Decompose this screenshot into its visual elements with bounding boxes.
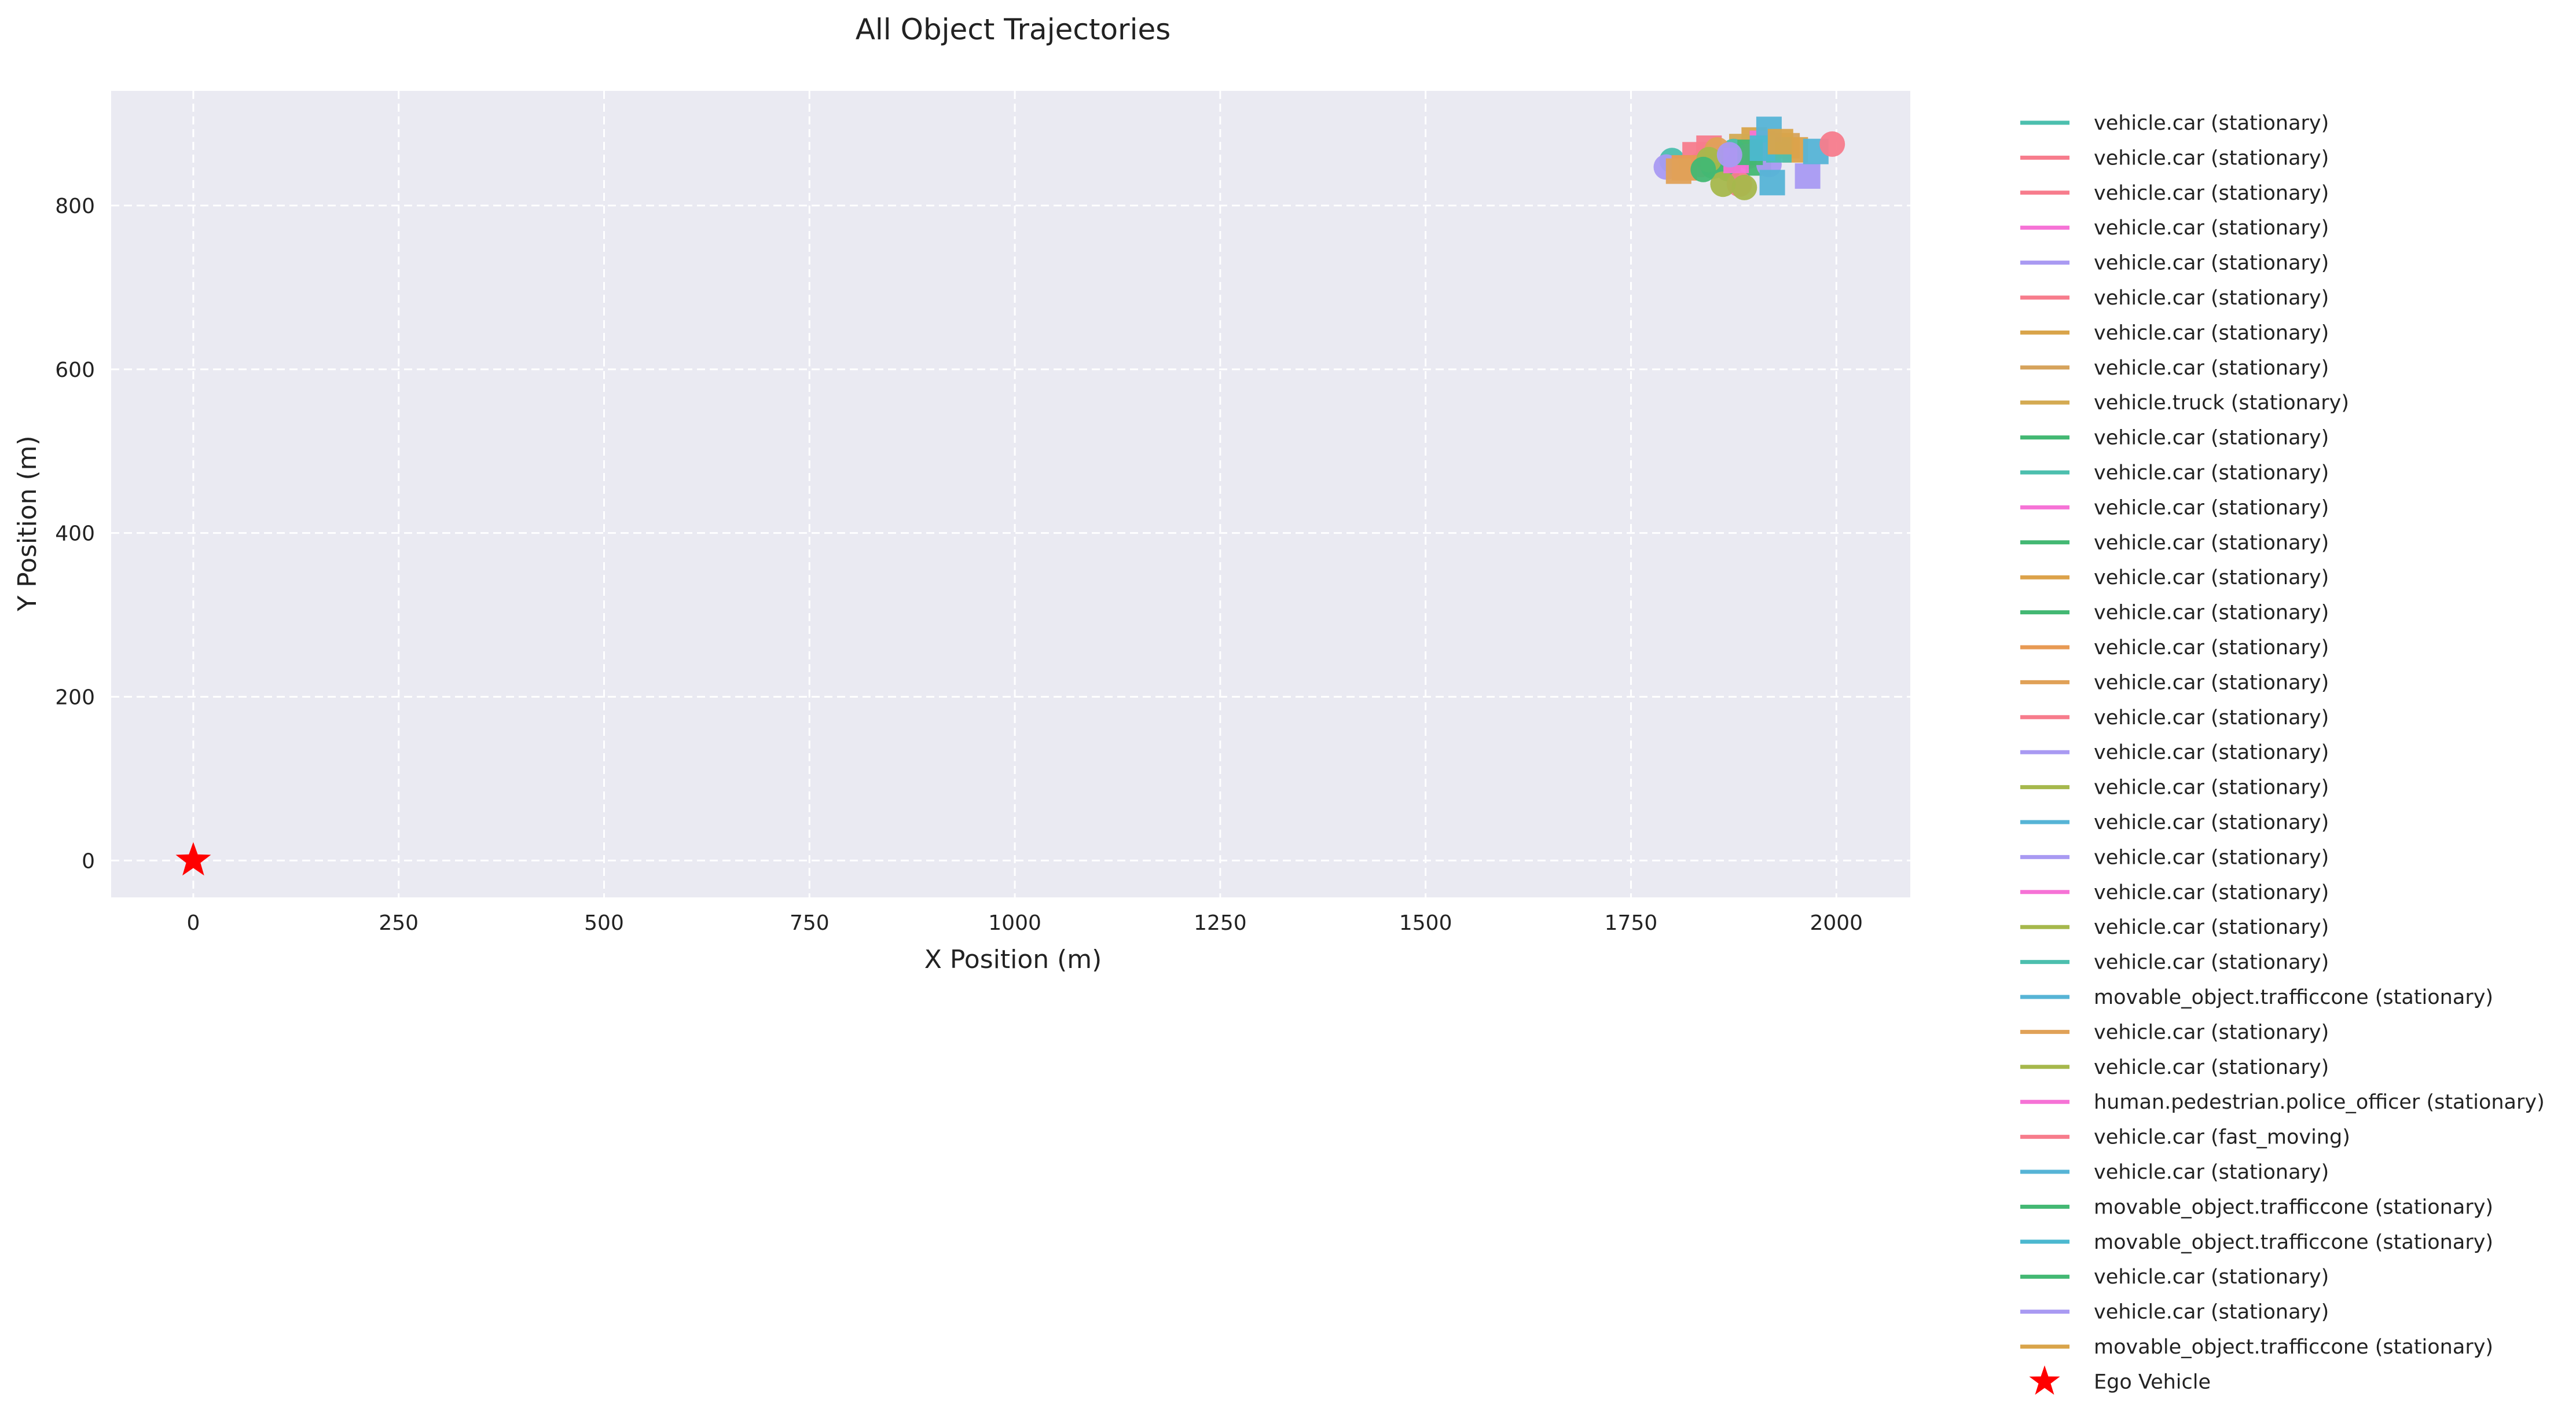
- y-axis-label: Y Position (m): [13, 435, 42, 611]
- legend-entry: vehicle.car (stationary): [2094, 146, 2329, 170]
- x-tick-label: 1250: [1194, 911, 1247, 935]
- legend-entry: vehicle.car (stationary): [2094, 461, 2329, 485]
- legend-entry: vehicle.car (stationary): [2094, 566, 2329, 589]
- y-tick-label: 600: [55, 358, 95, 382]
- data-point: [1710, 171, 1736, 197]
- x-tick-label: 750: [790, 911, 830, 935]
- legend-entry: Ego Vehicle: [2094, 1370, 2211, 1394]
- data-point: [1665, 158, 1691, 184]
- legend: vehicle.car (stationary) vehicle.car (sta…: [2020, 112, 2545, 1395]
- x-tick-label: 250: [379, 911, 419, 935]
- legend-entry: human.pedestrian.police_officer (station…: [2094, 1091, 2545, 1114]
- legend-entry: vehicle.car (stationary): [2094, 252, 2329, 275]
- tick-labels: 0 250 500 750 1000 1250 1500 1750 2000 0 200 400 600…: [55, 195, 1863, 935]
- legend-entry: vehicle.car (stationary): [2094, 531, 2329, 555]
- legend-entry: vehicle.car (stationary): [2094, 846, 2329, 869]
- legend-entry: vehicle.car (stationary): [2094, 1301, 2329, 1324]
- legend-entry: vehicle.truck (stationary): [2094, 391, 2349, 415]
- plot-area: [111, 91, 1910, 897]
- legend-entry: vehicle.car (stationary): [2094, 706, 2329, 729]
- y-tick-label: 400: [55, 522, 95, 546]
- data-point: [1690, 156, 1716, 182]
- legend-entry: movable_object.trafficcone (stationary): [2094, 1336, 2493, 1359]
- legend-entry: vehicle.car (stationary): [2094, 811, 2329, 834]
- legend-entry: vehicle.car (stationary): [2094, 741, 2329, 764]
- legend-entry: vehicle.car (stationary): [2094, 776, 2329, 800]
- legend-entry: vehicle.car (stationary): [2094, 182, 2329, 205]
- data-point: [1731, 174, 1757, 200]
- data-point: [1795, 163, 1821, 189]
- legend-entry: movable_object.trafficcone (stationary): [2094, 1231, 2493, 1254]
- legend-entry: vehicle.car (stationary): [2094, 881, 2329, 904]
- x-tick-label: 2000: [1810, 911, 1863, 935]
- legend-entry: vehicle.car (stationary): [2094, 1056, 2329, 1079]
- chart-title: All Object Trajectories: [856, 13, 1171, 46]
- x-tick-label: 1500: [1399, 911, 1452, 935]
- legend-ego-marker: [2029, 1365, 2060, 1395]
- legend-entry: vehicle.car (stationary): [2094, 112, 2329, 135]
- data-point: [1716, 142, 1742, 168]
- legend-entry: vehicle.car (stationary): [2094, 427, 2329, 450]
- legend-entry: vehicle.car (stationary): [2094, 671, 2329, 694]
- legend-entry: vehicle.car (fast_moving): [2094, 1126, 2350, 1149]
- legend-entry: vehicle.car (stationary): [2094, 217, 2329, 240]
- data-point: [1819, 131, 1845, 157]
- legend-entry: vehicle.car (stationary): [2094, 496, 2329, 519]
- data-point: [1759, 170, 1785, 196]
- legend-entry: vehicle.car (stationary): [2094, 1021, 2329, 1044]
- x-tick-label: 1000: [988, 911, 1041, 935]
- x-axis-label: X Position (m): [924, 945, 1102, 974]
- legend-entry: vehicle.car (stationary): [2094, 321, 2329, 344]
- legend-entry: vehicle.car (stationary): [2094, 287, 2329, 310]
- legend-entry: vehicle.car (stationary): [2094, 636, 2329, 659]
- y-tick-label: 800: [55, 195, 95, 218]
- legend-entry: vehicle.car (stationary): [2094, 951, 2329, 974]
- data-points: [175, 116, 1845, 876]
- legend-entry: movable_object.trafficcone (stationary): [2094, 986, 2493, 1009]
- legend-entry: movable_object.trafficcone (stationary): [2094, 1196, 2493, 1219]
- legend-entry: vehicle.car (stationary): [2094, 1161, 2329, 1184]
- legend-entry: vehicle.car (stationary): [2094, 916, 2329, 939]
- data-point: [1767, 129, 1793, 155]
- legend-entry: vehicle.car (stationary): [2094, 602, 2329, 625]
- legend-entry: vehicle.car (stationary): [2094, 1266, 2329, 1289]
- y-tick-label: 0: [82, 849, 95, 873]
- x-tick-label: 0: [186, 911, 200, 935]
- x-tick-label: 500: [584, 911, 624, 935]
- legend-entry: vehicle.car (stationary): [2094, 357, 2329, 380]
- x-tick-label: 1750: [1605, 911, 1658, 935]
- ego-vehicle-marker: [175, 842, 211, 876]
- y-tick-label: 200: [55, 686, 95, 710]
- grid: [111, 91, 1910, 897]
